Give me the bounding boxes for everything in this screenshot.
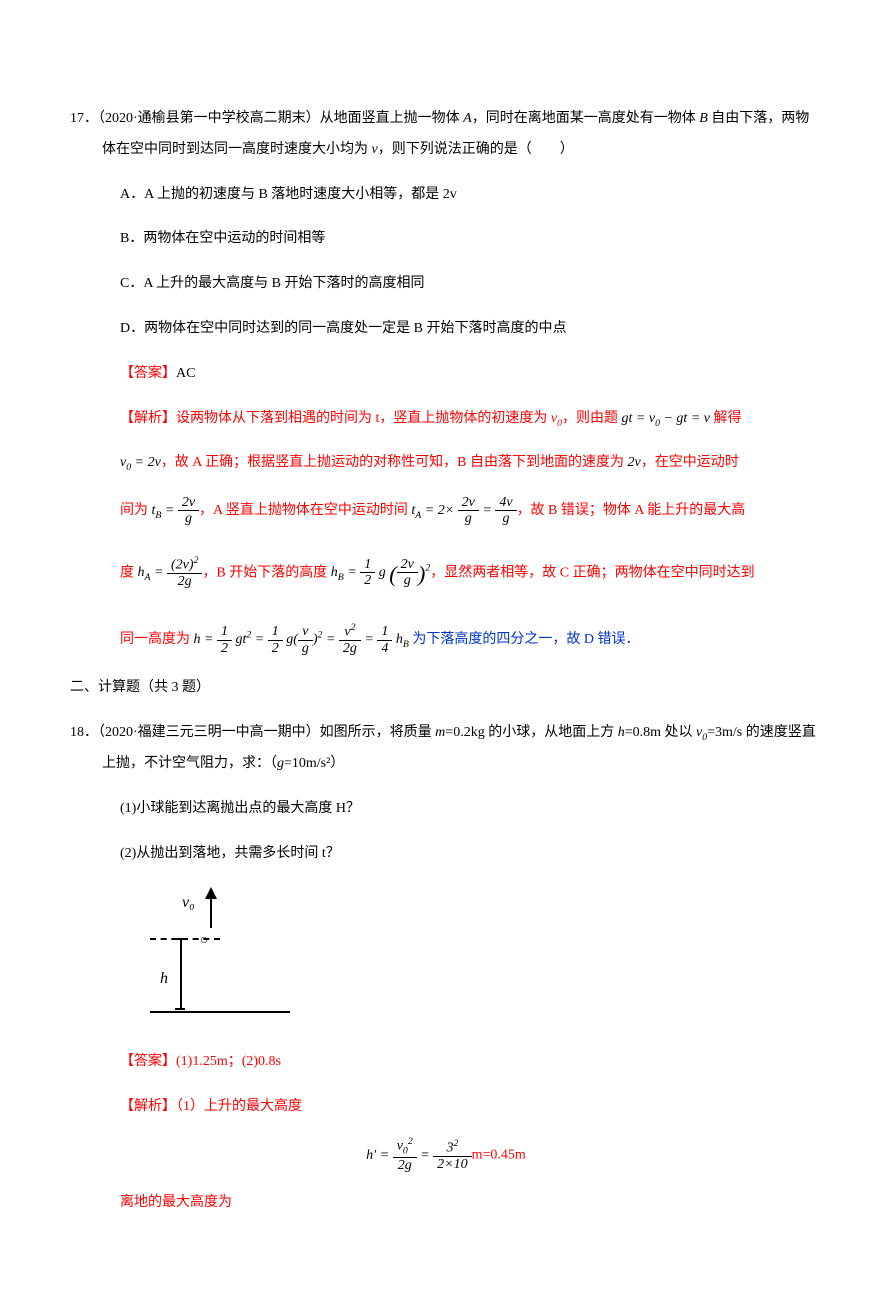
q18-expl-1: 【解析】（1）上升的最大高度: [70, 1092, 822, 1123]
section-2-heading: 二、计算题（共 3 题）: [70, 673, 822, 704]
height-bot-tick: [175, 1008, 185, 1010]
eq-suffix: m=0.45m: [472, 1148, 526, 1163]
expl1a: 设两物体从下落到相遇的时间为 t，竖直上抛物体的初速度为: [176, 411, 551, 426]
var-m: m: [435, 725, 445, 740]
q18-expl-2: 离地的最大高度为: [70, 1188, 822, 1219]
expl-label: 【解析】: [120, 411, 176, 426]
var-v0-2: v0: [696, 725, 707, 740]
answer-label-2: 【答案】: [120, 1054, 176, 1069]
q18-number: 18．: [70, 725, 98, 740]
h-label: h: [160, 961, 168, 996]
dash-line: [150, 938, 220, 940]
q17-expl-1: 【解析】设两物体从下落到相遇的时间为 t，竖直上抛物体的初速度为 v0，则由题 …: [70, 404, 822, 435]
eq-tA: tA = 2× 2vg = 4vg: [411, 503, 516, 518]
eq-v0-2v: v0 = 2v: [120, 455, 161, 470]
q17-answer-line: 【答案】AC: [70, 359, 822, 390]
q18-stem: 18．（2020·福建三元三明一中高一期中）如图所示，将质量 m=0.2kg 的…: [70, 718, 822, 780]
expl4c: ，显然两者相等，故 C 正确；: [430, 565, 614, 580]
q17-expl-2: v0 = 2v，故 A 正确；根据竖直上抛运动的对称性可知，B 自由落下到地面的…: [70, 448, 822, 479]
expl4b: ，B 开始下落的高度: [202, 565, 330, 580]
q18-sub2: (2)从抛出到落地，共需多长时间 t？: [70, 839, 822, 870]
var-B: B: [699, 111, 708, 126]
ground-line: [150, 1011, 290, 1013]
q18-diagram: v₀ ○ h: [140, 883, 300, 1033]
eq-h: h = 12 gt2 = 12 g(vg)2 = v22g = 14 hB: [194, 632, 409, 647]
q17-number: 17．: [70, 111, 98, 126]
expl5a: 同一高度为: [120, 632, 194, 647]
q17-option-d: D．两物体在空中同时达到的同一高度处一定是 B 开始下落时高度的中点: [70, 314, 822, 345]
q18-s2: =0.2kg 的小球，从地面上方: [445, 725, 617, 740]
expl1b: ，则由题: [562, 411, 622, 426]
q17-stem-d: ，则下列说法正确的是（ ）: [378, 142, 574, 157]
q18-answer-line: 【答案】(1)1.25m；(2)0.8s: [70, 1047, 822, 1078]
eq-hA: hA = (2v)22g: [138, 565, 203, 580]
expl2a: ，故 A 正确；根据竖直上抛运动的对称性可知，B 自由落下到地面的速度为: [161, 455, 628, 470]
var-g: g: [277, 756, 284, 771]
expl4a: 度: [120, 565, 138, 580]
q17-option-b: B．两物体在空中运动的时间相等: [70, 224, 822, 255]
q17-stem-b: ，同时在离地面某一高度处有一物体: [472, 111, 700, 126]
q17-option-c: C．A 上升的最大高度与 B 开始下落时的高度相同: [70, 269, 822, 300]
expl-label-2: 【解析】: [120, 1099, 176, 1114]
expl1c: 解得: [710, 411, 742, 426]
height-top-tick: [175, 938, 185, 940]
q17-expl-5: 同一高度为 h = 12 gt2 = 12 g(vg)2 = v22g = 14…: [70, 620, 822, 659]
height-line: [180, 938, 182, 1010]
q17-stem: 17．（2020·通榆县第一中学校高二期末）从地面竖直上抛一物体 A，同时在离地…: [70, 104, 822, 166]
v0: v0: [551, 411, 562, 426]
q17-answer: AC: [176, 366, 195, 381]
eq-hB: hB = 12 g (2vg)2: [331, 565, 431, 580]
expl2b: ，在空中运动时: [641, 455, 739, 470]
var-h: h: [618, 725, 625, 740]
expl3b: ，A 竖直上抛物体在空中运动时间: [199, 503, 411, 518]
eq-tB: tB = 2vg: [152, 503, 200, 518]
q17-expl-3: 间为 tB = 2vg，A 竖直上抛物体在空中运动时间 tA = 2× 2vg …: [70, 493, 822, 529]
var-A: A: [463, 111, 472, 126]
v0-label: v₀: [182, 885, 195, 920]
arrow-line: [210, 893, 212, 928]
ball-icon: ○: [200, 926, 208, 957]
expl3c: ，故 B 错误；物体 A 能上升的最大高: [517, 503, 746, 518]
eq-hprime: h′ = v022g = 322×10: [366, 1148, 471, 1163]
q18-equation: h′ = v022g = 322×10m=0.45m: [70, 1137, 822, 1174]
q18-answer: (1)1.25m；(2)0.8s: [176, 1054, 281, 1069]
answer-label: 【答案】: [120, 366, 176, 381]
q18-source: （2020·福建三元三明一中高一期中）: [98, 725, 320, 740]
q17-stem-a: 从地面竖直上抛一物体: [320, 111, 464, 126]
q18-s5: =10m/s²）: [284, 756, 344, 771]
expl3a: 间为: [120, 503, 152, 518]
expl5b: 为下落高度的四分之一，故 D 错误．: [409, 632, 640, 647]
q18-s1: 如图所示，将质量: [320, 725, 436, 740]
eq-gt: gt = v0 − gt = v: [622, 411, 710, 426]
q18-e1: （1）上升的最大高度: [176, 1099, 302, 1114]
q17-expl-4: 度 hA = (2v)22g，B 开始下落的高度 hB = 12 g (2vg)…: [70, 544, 822, 607]
val-2v: 2v: [627, 455, 640, 470]
expl4c2: 两物体在空中同时达到: [615, 565, 755, 580]
q18-s3: =0.8m 处以: [625, 725, 696, 740]
q17-option-a: A．A 上抛的初速度与 B 落地时速度大小相等，都是 2v: [70, 180, 822, 211]
q18-sub1: (1)小球能到达离抛出点的最大高度 H？: [70, 794, 822, 825]
q17-source: （2020·通榆县第一中学校高二期末）: [98, 111, 320, 126]
